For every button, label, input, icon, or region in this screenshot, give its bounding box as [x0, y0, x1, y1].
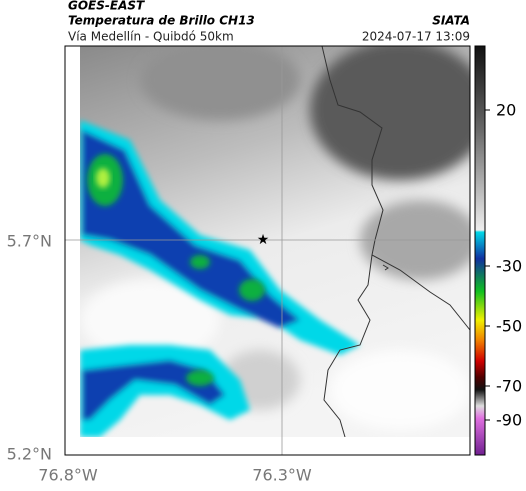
colorbar — [474, 45, 486, 456]
lat-label: 5.2°N — [7, 445, 52, 464]
satellite-title: GOES-EAST — [68, 0, 145, 13]
satellite-image — [80, 46, 470, 437]
colorbar-label: -30 — [496, 257, 522, 276]
agency: SIATA — [432, 14, 470, 28]
lon-label: 76.8°W — [38, 466, 98, 485]
lon-label: 76.3°W — [252, 466, 312, 485]
colorbar-label: -90 — [496, 411, 522, 430]
product-title: Temperatura de Brillo CH13 — [68, 14, 255, 28]
datetime: 2024-07-17 13:09 — [362, 30, 470, 44]
colorbar-label: -70 — [496, 377, 522, 396]
region: Vía Medellín - Quibdó 50km — [68, 30, 234, 44]
colorbar-ticks — [485, 109, 490, 421]
location-star: ★ — [257, 232, 270, 248]
lat-label: 5.7°N — [7, 232, 52, 251]
map-frame — [64, 45, 471, 456]
colorbar-label: 20 — [496, 101, 516, 120]
colorbar-label: -50 — [496, 317, 522, 336]
